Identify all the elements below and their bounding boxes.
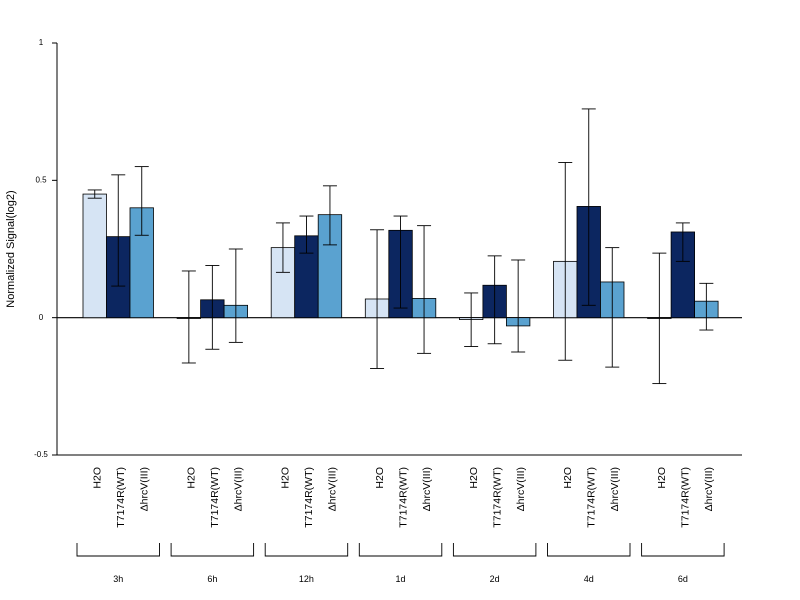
- group-label: 3h: [113, 574, 123, 584]
- y-tick-label: -0.5: [34, 450, 48, 459]
- group-label: 6h: [207, 574, 217, 584]
- y-tick-label: 0.5: [35, 175, 47, 184]
- y-tick-label: 1: [39, 38, 44, 47]
- category-labels: H2O T7174R(WT) ΔhrcV(III) 3h H2O T7174R(WT) Δh…: [76, 467, 725, 584]
- bar-label: H2O: [280, 467, 292, 489]
- group-label: 4d: [584, 574, 594, 584]
- bar-label: T7174R(WT): [209, 467, 221, 528]
- bar-label: ΔhrcV(III): [233, 467, 245, 511]
- bar-label: T7174R(WT): [586, 467, 598, 528]
- group-bracket: [547, 543, 631, 557]
- error-bars: [87, 108, 714, 385]
- bar-label: H2O: [374, 467, 386, 489]
- bar-label: H2O: [468, 467, 480, 489]
- group-bracket: [170, 543, 255, 557]
- group-label: 2d: [490, 574, 500, 584]
- group-bracket: [264, 543, 349, 557]
- group-bracket: [641, 543, 725, 557]
- group-label: 12h: [299, 574, 314, 584]
- bar-label: ΔhrcV(III): [515, 467, 527, 511]
- bar-label: ΔhrcV(III): [327, 467, 339, 511]
- bar-label: T7174R(WT): [303, 467, 315, 528]
- bar-label: T7174R(WT): [115, 467, 127, 528]
- bar-label: H2O: [656, 467, 668, 489]
- bar: [82, 193, 107, 319]
- y-axis-label: Normalized Signal(log2): [5, 190, 17, 307]
- bar-label: T7174R(WT): [680, 467, 692, 528]
- bar-label: ΔhrcV(III): [609, 467, 621, 511]
- bar-label: ΔhrcV(III): [139, 467, 151, 511]
- bar-label: H2O: [562, 467, 574, 489]
- y-tick-label: 0: [39, 313, 44, 322]
- group-bracket: [452, 543, 537, 557]
- bar-label: ΔhrcV(III): [703, 467, 715, 511]
- bar-label: H2O: [186, 467, 198, 489]
- bar-label: T7174R(WT): [491, 467, 503, 528]
- group-bracket: [358, 543, 443, 557]
- bar-label: ΔhrcV(III): [421, 467, 433, 511]
- group-label: 6d: [678, 574, 688, 584]
- bar-label: H2O: [92, 467, 104, 489]
- bar-label: T7174R(WT): [397, 467, 409, 528]
- group-bracket: [76, 543, 160, 557]
- group-label: 1d: [396, 574, 406, 584]
